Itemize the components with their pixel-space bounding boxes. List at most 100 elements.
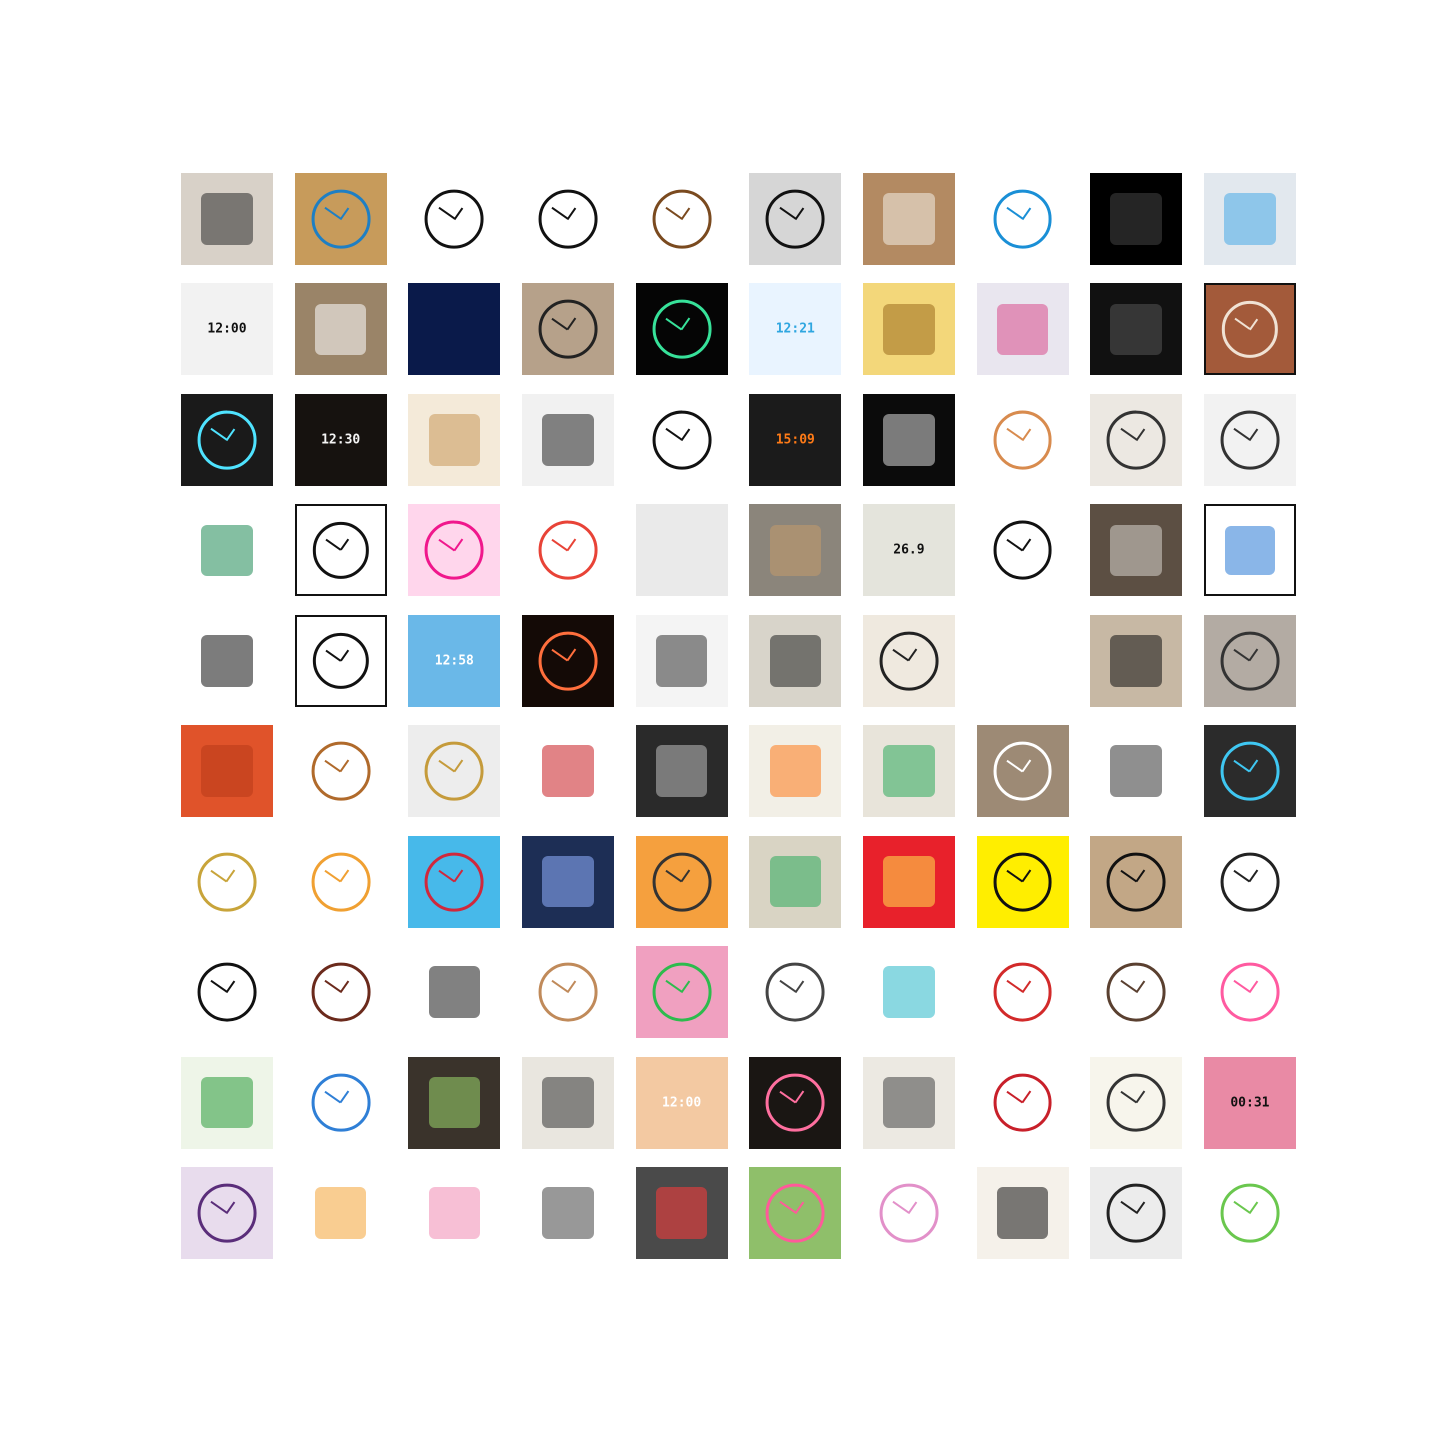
clock-icon <box>765 962 825 1022</box>
clock-icon <box>311 852 371 912</box>
grid-cell <box>181 1166 273 1259</box>
clock-icon <box>538 300 598 359</box>
thumbnail-image <box>1090 725 1183 818</box>
thumbnail-image <box>862 614 955 707</box>
thumbnail-image <box>181 835 273 928</box>
thumbnail-image <box>976 725 1069 818</box>
grid-cell <box>976 614 1069 707</box>
grid-cell <box>635 173 728 265</box>
grid-cell: 12:21 <box>749 283 842 376</box>
grid-cell <box>294 283 387 376</box>
clock-icon <box>1106 962 1166 1022</box>
thumbnail-image: 12:00 <box>635 1056 728 1149</box>
photo-shape <box>428 1187 481 1239</box>
thumbnail-image: 12:00 <box>181 283 273 376</box>
grid-cell <box>862 283 955 376</box>
clock-icon <box>1106 410 1166 470</box>
thumbnail-image <box>521 835 614 928</box>
thumbnail-image <box>521 504 614 597</box>
clock-icon <box>197 962 257 1022</box>
grid-cell <box>976 1056 1069 1149</box>
grid-cell <box>408 504 501 597</box>
photo-shape <box>201 634 253 687</box>
grid-cell <box>521 835 614 928</box>
grid-cell <box>1090 614 1183 707</box>
grid-cell <box>1090 1166 1183 1259</box>
display-digits: 12:00 <box>207 321 247 337</box>
grid-cell <box>408 283 501 376</box>
clock-icon <box>538 631 598 691</box>
grid-cell <box>635 835 728 928</box>
clock-icon <box>993 1073 1053 1132</box>
clock-icon <box>765 1073 825 1132</box>
thumbnail-image <box>1090 614 1183 707</box>
clock-icon <box>1221 301 1279 358</box>
photo-shape <box>883 745 935 797</box>
grid-cell <box>635 725 728 818</box>
grid-cell <box>749 835 842 928</box>
clock-icon <box>652 300 712 359</box>
grid-cell <box>976 504 1069 597</box>
clock-icon <box>993 962 1053 1022</box>
grid-cell <box>181 614 273 707</box>
grid-cell <box>635 393 728 486</box>
grid-cell <box>1203 283 1296 376</box>
grid-cell <box>749 946 842 1039</box>
grid-cell <box>521 614 614 707</box>
grid-cell <box>1090 173 1183 265</box>
thumbnail-image <box>635 946 728 1039</box>
grid-cell <box>181 504 273 597</box>
thumbnail-image <box>749 1056 842 1149</box>
thumbnail-image <box>749 725 842 818</box>
grid-cell <box>862 946 955 1039</box>
thumbnail-image <box>521 283 614 376</box>
clock-icon <box>1220 1183 1280 1243</box>
grid-cell <box>408 1166 501 1259</box>
thumbnail-image <box>976 614 1069 707</box>
grid-cell <box>1090 725 1183 818</box>
thumbnail-image <box>749 614 842 707</box>
grid-cell <box>294 1166 387 1259</box>
clock-icon <box>312 522 369 579</box>
thumbnail-image <box>294 283 387 376</box>
thumbnail-image <box>181 1166 273 1259</box>
clock-icon <box>538 189 598 249</box>
grid-cell <box>294 173 387 265</box>
thumbnail-image <box>749 946 842 1039</box>
clock-icon <box>424 520 484 580</box>
grid-cell: 12:00 <box>635 1056 728 1149</box>
thumbnail-image <box>1203 1166 1296 1259</box>
grid-cell <box>1203 614 1296 707</box>
grid-cell <box>521 393 614 486</box>
grid-cell <box>862 835 955 928</box>
thumbnail-image <box>635 393 728 486</box>
clock-icon <box>1220 631 1280 691</box>
grid-cell <box>862 614 955 707</box>
photo-shape <box>201 745 253 797</box>
thumbnail-image <box>976 283 1069 376</box>
thumbnail-image <box>294 725 387 818</box>
clock-icon <box>879 1183 939 1243</box>
clock-icon <box>311 741 371 801</box>
grid-cell <box>521 504 614 597</box>
grid-cell <box>862 725 955 818</box>
display-digits: 00:31 <box>1230 1095 1270 1110</box>
grid-cell <box>1090 835 1183 928</box>
grid-cell: 12:30 <box>294 393 387 486</box>
thumbnail-image <box>749 1166 842 1259</box>
thumbnail-image <box>1090 1166 1183 1259</box>
clock-icon <box>197 852 257 912</box>
thumbnail-image <box>1203 614 1296 707</box>
grid-cell <box>181 946 273 1039</box>
thumbnail-image <box>294 1166 387 1259</box>
grid-cell <box>521 1166 614 1259</box>
grid-cell <box>1203 504 1296 597</box>
thumbnail-image <box>976 946 1069 1039</box>
thumbnail-image <box>862 173 955 265</box>
display-digits: 15:09 <box>775 432 815 448</box>
photo-shape <box>655 634 708 687</box>
photo-shape <box>1110 634 1162 687</box>
grid-cell <box>1203 173 1296 265</box>
grid-cell <box>1090 946 1183 1039</box>
thumbnail-image: 12:58 <box>408 614 501 707</box>
